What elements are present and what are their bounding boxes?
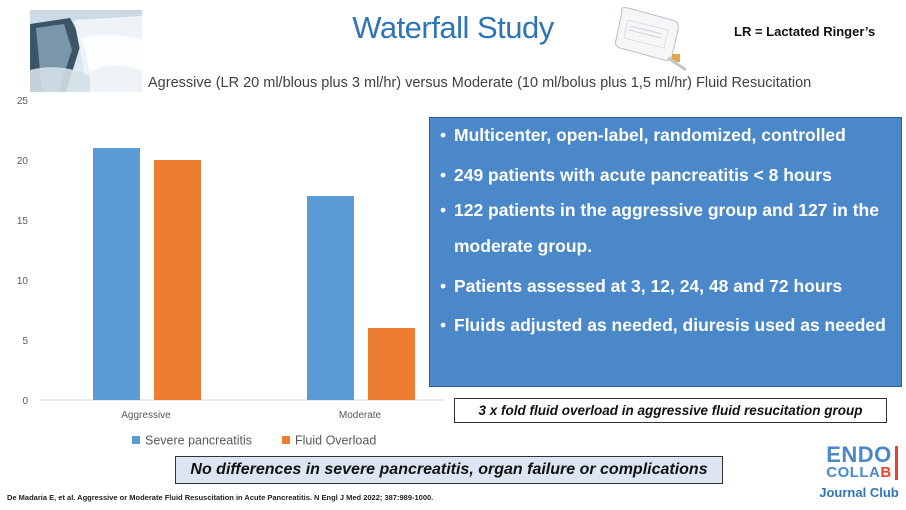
- bar-fluid-overload: [154, 160, 201, 400]
- bar-severe-pancreatitis: [93, 148, 140, 400]
- bar-fluid-overload: [368, 328, 415, 400]
- x-tick-label: Aggressive: [121, 410, 171, 421]
- bullet-item: 249 patients with acute pancreatitis < 8…: [440, 164, 893, 186]
- fluid-overload-note: 3 x fold fluid overload in aggressive fl…: [454, 398, 887, 423]
- conclusion-banner: No differences in severe pancreatitis, o…: [175, 456, 723, 484]
- endocollab-logo: ENDO COLLAB Journal Club: [812, 444, 906, 508]
- y-tick-label: 25: [17, 96, 29, 107]
- citation: De Madaria E, et al. Aggressive or Moder…: [7, 493, 434, 502]
- legend-swatch: [282, 436, 290, 444]
- legend-label: Fluid Overload: [295, 434, 376, 448]
- y-tick-label: 15: [17, 216, 29, 227]
- legend-label: Severe pancreatitis: [145, 434, 252, 448]
- bullet-item: 122 patients in the aggressive group and…: [440, 192, 893, 264]
- y-tick-label: 20: [17, 156, 29, 167]
- lr-abbreviation-note: LR = Lactated Ringer’s: [734, 24, 876, 39]
- legend-swatch: [132, 436, 140, 444]
- bullet-item: Patients assessed at 3, 12, 24, 48 and 7…: [440, 275, 893, 297]
- x-tick-label: Moderate: [339, 410, 382, 421]
- bar-chart: 0 5 10 15 20 25 Aggressive Moderate Severe pancr…: [17, 96, 445, 448]
- chart-subtitle: Agressive (LR 20 ml/blous plus 3 ml/hr) …: [148, 75, 812, 91]
- logo-accent-bar: [895, 446, 898, 480]
- logo-line-collab: COLLAB: [826, 464, 892, 481]
- logo-line-journal-club: Journal Club: [819, 485, 899, 500]
- study-details-box: Multicenter, open-label, randomized, con…: [429, 117, 902, 387]
- waterfall-photo: [30, 10, 142, 92]
- y-tick-label: 0: [22, 396, 28, 407]
- bullet-item: Fluids adjusted as needed, diuresis used…: [440, 314, 893, 336]
- slide-title: Waterfall Study: [352, 10, 554, 45]
- bullet-item: Multicenter, open-label, randomized, con…: [440, 124, 893, 146]
- bar-severe-pancreatitis: [307, 196, 354, 400]
- y-tick-label: 5: [22, 336, 28, 347]
- y-tick-label: 10: [17, 276, 29, 287]
- iv-bag-image: [612, 2, 696, 78]
- logo-line-endo: ENDO: [826, 442, 892, 467]
